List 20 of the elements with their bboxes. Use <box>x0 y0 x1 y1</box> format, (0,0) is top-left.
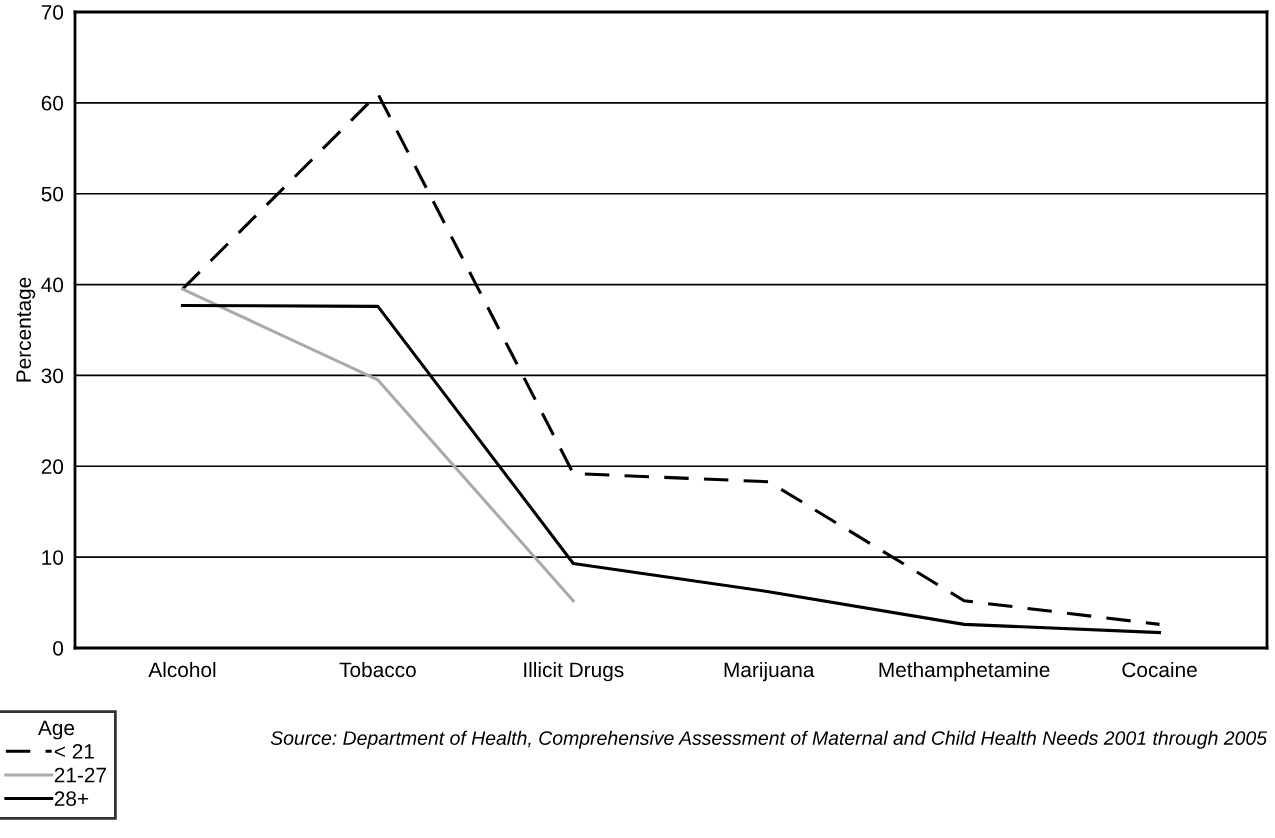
legend-label: < 21 <box>54 744 94 759</box>
x-tick-label: Alcohol <box>148 661 216 678</box>
y-tick-label: 30 <box>41 368 64 384</box>
legend-label: 21-27 <box>54 767 107 783</box>
y-axis-title: Percentage <box>16 277 36 382</box>
y-tick-label: 20 <box>41 459 64 475</box>
x-tick-label: Tobacco <box>339 661 416 678</box>
y-tick-label: 70 <box>41 5 64 20</box>
x-tick-label: Methamphetamine <box>879 661 1050 682</box>
y-tick-label: 0 <box>53 641 64 656</box>
y-tick-label: 50 <box>41 186 64 202</box>
legend-title: Age <box>37 720 75 740</box>
y-tick-label: 40 <box>41 277 64 293</box>
x-tick-label: Illicit Drugs <box>524 661 624 682</box>
y-tick-label: 60 <box>41 95 64 111</box>
source-note: Source: Department of Health, Comprehensive Assessment of Maternal and Child Health Needs 2001 through 2005 <box>270 730 1268 749</box>
x-tick-label: Cocaine <box>1122 661 1197 678</box>
x-tick-label: Marijuana <box>724 661 815 682</box>
legend-label: 28+ <box>54 791 89 806</box>
y-tick-label: 10 <box>42 550 64 565</box>
